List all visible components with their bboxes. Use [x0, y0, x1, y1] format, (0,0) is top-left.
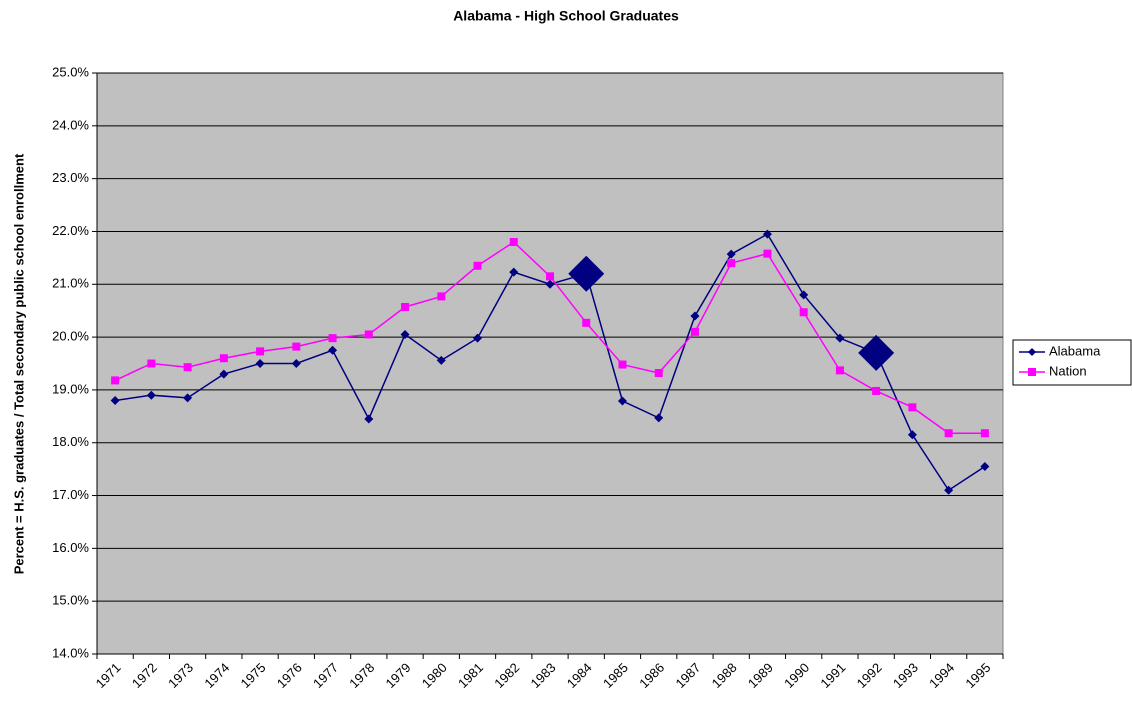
marker	[835, 333, 845, 343]
marker	[690, 311, 700, 321]
legend	[1012, 339, 1132, 386]
marker	[654, 413, 664, 423]
marker	[617, 396, 627, 406]
y-tick-label: 17.0%	[52, 487, 89, 502]
y-tick-label: 14.0%	[52, 645, 89, 660]
x-tick-label: 1995	[962, 660, 993, 691]
marker	[436, 355, 446, 365]
marker	[1028, 348, 1036, 356]
marker	[401, 302, 410, 311]
marker	[546, 272, 554, 281]
x-tick-label: 1990	[781, 660, 812, 691]
marker	[799, 308, 808, 317]
marker	[110, 395, 120, 405]
marker	[545, 279, 555, 289]
marker	[980, 429, 989, 438]
plot-area	[96, 72, 1004, 655]
marker	[437, 292, 446, 301]
x-tick-label: 1971	[93, 660, 124, 691]
marker	[473, 261, 482, 270]
x-tick-label: 1979	[383, 660, 414, 691]
x-tick-label: 1985	[600, 660, 631, 691]
marker	[291, 359, 301, 368]
x-tick-label: 1984	[564, 660, 595, 691]
marker	[763, 249, 772, 258]
marker	[256, 347, 265, 356]
chart-title: Alabama - High School Graduates	[453, 8, 679, 24]
marker	[146, 390, 156, 400]
marker	[944, 429, 953, 438]
marker	[255, 359, 265, 368]
y-axis-label: Percent = H.S. graduates / Total seconda…	[11, 153, 26, 574]
y-tick-label: 22.0%	[52, 223, 89, 238]
x-tick-label: 1974	[201, 660, 232, 691]
marker	[980, 461, 990, 471]
marker	[147, 359, 156, 368]
y-tick-label: 21.0%	[52, 276, 89, 291]
x-tick-label: 1992	[854, 660, 885, 691]
y-tick-label: 20.0%	[52, 329, 89, 344]
marker	[1028, 368, 1036, 376]
marker	[908, 403, 917, 412]
x-tick-label: 1983	[527, 660, 558, 691]
marker	[364, 330, 373, 339]
marker	[328, 334, 337, 343]
marker	[762, 229, 772, 239]
x-tick-label: 1993	[890, 660, 921, 691]
x-tick-label: 1982	[491, 660, 522, 691]
y-tick-label: 23.0%	[52, 170, 89, 185]
marker	[568, 255, 605, 292]
y-tick-label: 25.0%	[52, 64, 89, 79]
marker	[582, 318, 591, 327]
x-tick-label: 1978	[346, 660, 377, 691]
y-tick-label: 18.0%	[52, 434, 89, 449]
x-tick-label: 1981	[455, 660, 486, 691]
x-tick-label: 1980	[419, 660, 450, 691]
marker	[907, 430, 917, 440]
marker	[690, 327, 699, 336]
marker	[654, 369, 663, 378]
marker	[111, 376, 120, 385]
x-tick-label: 1994	[926, 660, 957, 691]
marker	[183, 363, 192, 372]
marker	[727, 259, 736, 268]
marker	[799, 290, 809, 300]
marker	[835, 366, 844, 375]
marker	[944, 485, 954, 495]
marker	[219, 354, 228, 363]
marker	[509, 238, 518, 247]
y-tick-label: 16.0%	[52, 540, 89, 555]
marker	[509, 267, 519, 277]
x-tick-label: 1986	[636, 660, 667, 691]
marker	[872, 386, 881, 395]
y-tick-label: 24.0%	[52, 117, 89, 132]
x-tick-label: 1991	[817, 660, 848, 691]
x-tick-label: 1989	[745, 660, 776, 691]
x-tick-label: 1973	[165, 660, 196, 691]
marker	[219, 369, 229, 379]
marker	[364, 414, 374, 424]
x-tick-label: 1988	[709, 660, 740, 691]
x-tick-label: 1972	[129, 660, 160, 691]
x-tick-label: 1975	[238, 660, 269, 691]
x-tick-label: 1976	[274, 660, 305, 691]
y-tick-label: 19.0%	[52, 381, 89, 396]
marker	[858, 334, 895, 371]
x-tick-label: 1977	[310, 660, 341, 691]
marker	[726, 249, 736, 259]
legend-label: Nation	[1049, 363, 1087, 378]
marker	[292, 342, 301, 351]
marker	[618, 360, 627, 369]
marker	[400, 329, 410, 339]
x-tick-label: 1987	[672, 660, 703, 691]
marker	[328, 345, 338, 355]
marker	[183, 393, 193, 403]
y-tick-label: 15.0%	[52, 593, 89, 608]
marker	[473, 333, 483, 343]
legend-label: Alabama	[1049, 343, 1101, 358]
